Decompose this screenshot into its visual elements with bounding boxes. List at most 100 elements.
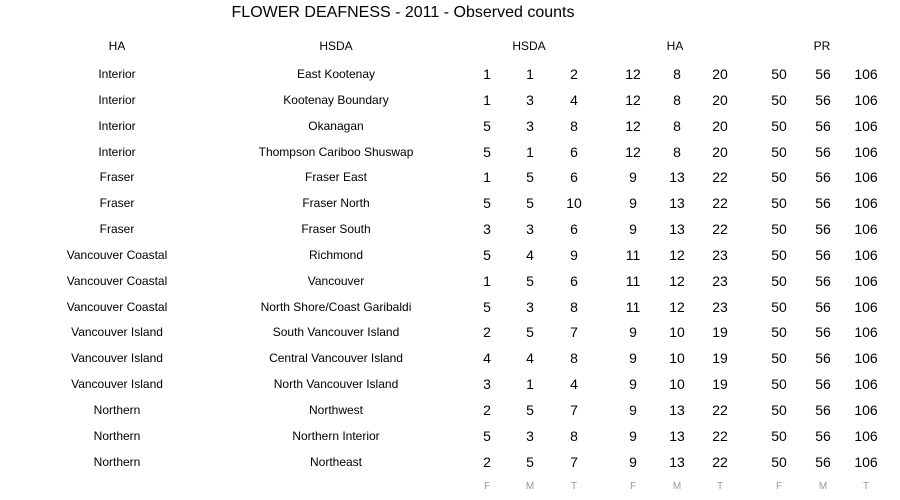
cell-count: 12	[625, 143, 641, 160]
cell-count: 4	[570, 376, 578, 393]
cell-count: 13	[669, 453, 685, 470]
footer-sex-label: M	[818, 481, 828, 492]
cell-count: 4	[526, 350, 534, 367]
cell-count: 8	[673, 91, 681, 108]
cell-count: 106	[854, 376, 878, 393]
cell-count: 8	[673, 66, 681, 82]
cell-ha: Vancouver Coastal	[66, 273, 168, 288]
cell-count: 56	[815, 453, 831, 470]
table-row: Fraser Fraser East 1 5 6 9 13 22 50 56 106	[0, 165, 900, 191]
footer-sex-label: M	[672, 481, 682, 492]
cell-count: 9	[629, 169, 637, 186]
cell-ha: Interior	[98, 92, 136, 107]
cell-count: 22	[712, 401, 728, 418]
table-row: Interior Kootenay Boundary 1 3 4 12 8 20 50 56 106	[0, 88, 900, 114]
cell-count: 13	[669, 401, 685, 418]
cell-count: 56	[815, 221, 831, 238]
cell-ha: Vancouver Island	[71, 325, 163, 340]
table-row: Vancouver Island North Vancouver Island 3 1…	[0, 372, 900, 398]
cell-count: 1	[526, 66, 534, 82]
cell-count: 56	[815, 324, 831, 341]
cell-count: 12	[669, 298, 685, 315]
cell-count: 22	[712, 453, 728, 470]
cell-count: 106	[854, 427, 878, 444]
cell-ha: Interior	[98, 118, 136, 133]
cell-count: 12	[669, 272, 685, 289]
cell-count: 50	[771, 117, 787, 134]
cell-count: 3	[526, 221, 534, 238]
cell-ha: Northern	[93, 402, 141, 417]
cell-count: 3	[483, 376, 491, 393]
cell-count: 56	[815, 143, 831, 160]
cell-count: 50	[771, 427, 787, 444]
cell-count: 11	[625, 298, 641, 315]
group-header-hsda: HSDA	[512, 39, 546, 53]
cell-count: 106	[854, 350, 878, 367]
cell-count: 23	[712, 246, 728, 263]
cell-count: 4	[526, 246, 534, 263]
cell-count: 8	[570, 298, 578, 315]
cell-count: 56	[815, 195, 831, 212]
footer-sex-label: M	[525, 481, 535, 492]
cell-count: 56	[815, 298, 831, 315]
cell-count: 6	[570, 143, 578, 160]
cell-hsda: Okanagan	[308, 118, 364, 133]
cell-count: 9	[629, 453, 637, 470]
cell-count: 106	[854, 221, 878, 238]
cell-count: 19	[712, 350, 728, 367]
cell-hsda: East Kootenay	[296, 67, 376, 81]
page-title: FLOWER DEAFNESS - 2011 - Observed counts	[231, 4, 575, 21]
cell-count: 106	[854, 66, 878, 82]
table-row: Northern Northern Interior 5 3 8 9 13 22 50 56 106	[0, 424, 900, 450]
cell-count: 3	[526, 91, 534, 108]
cell-count: 50	[771, 169, 787, 186]
cell-count: 4	[570, 91, 578, 108]
cell-count: 106	[854, 169, 878, 186]
cell-count: 5	[483, 298, 491, 315]
cell-count: 50	[771, 91, 787, 108]
cell-count: 56	[815, 246, 831, 263]
cell-count: 56	[815, 350, 831, 367]
cell-count: 3	[526, 117, 534, 134]
cell-ha: Vancouver Island	[71, 377, 163, 392]
cell-count: 9	[629, 427, 637, 444]
cell-count: 8	[570, 117, 578, 134]
cell-count: 50	[771, 350, 787, 367]
cell-count: 23	[712, 298, 728, 315]
cell-count: 20	[712, 143, 728, 160]
cell-count: 6	[570, 169, 578, 186]
cell-count: 20	[712, 66, 728, 82]
cell-count: 3	[526, 427, 534, 444]
cell-count: 5	[526, 324, 534, 341]
cell-count: 5	[483, 246, 491, 263]
cell-count: 56	[815, 66, 831, 82]
cell-hsda: North Shore/Coast Garibaldi	[260, 299, 412, 314]
cell-count: 12	[625, 117, 641, 134]
column-header-ha: HA	[108, 39, 126, 53]
cell-count: 9	[629, 324, 637, 341]
cell-count: 11	[625, 246, 641, 263]
table-row: Northern Northwest 2 5 7 9 13 22 50 56 106	[0, 398, 900, 424]
cell-count: 106	[854, 117, 878, 134]
cell-count: 1	[483, 272, 491, 289]
cell-count: 22	[712, 427, 728, 444]
footer-sex-label: T	[570, 481, 578, 492]
table-row: Northern Northeast 2 5 7 9 13 22 50 56 106	[0, 450, 900, 476]
cell-hsda: Fraser East	[304, 170, 367, 185]
cell-ha: Vancouver Island	[71, 351, 163, 366]
cell-count: 1	[483, 66, 491, 82]
cell-count: 22	[712, 195, 728, 212]
data-table: Interior East Kootenay 1 1 2 12 8 20 50 56 106 Inte…	[0, 62, 900, 476]
cell-count: 6	[570, 272, 578, 289]
cell-count: 6	[570, 221, 578, 238]
cell-count: 50	[771, 143, 787, 160]
cell-count: 2	[570, 66, 578, 82]
table-row: Vancouver Coastal Vancouver 1 5 6 11 12 23 50 56 1…	[0, 269, 900, 295]
cell-count: 106	[854, 298, 878, 315]
footer-sex-label: F	[629, 481, 637, 492]
cell-hsda: Vancouver	[307, 273, 365, 288]
cell-count: 13	[669, 195, 685, 212]
table-row: Interior Thompson Cariboo Shuswap 5 1 6 12 8 20…	[0, 140, 900, 166]
cell-count: 50	[771, 66, 787, 82]
cell-count: 5	[483, 143, 491, 160]
